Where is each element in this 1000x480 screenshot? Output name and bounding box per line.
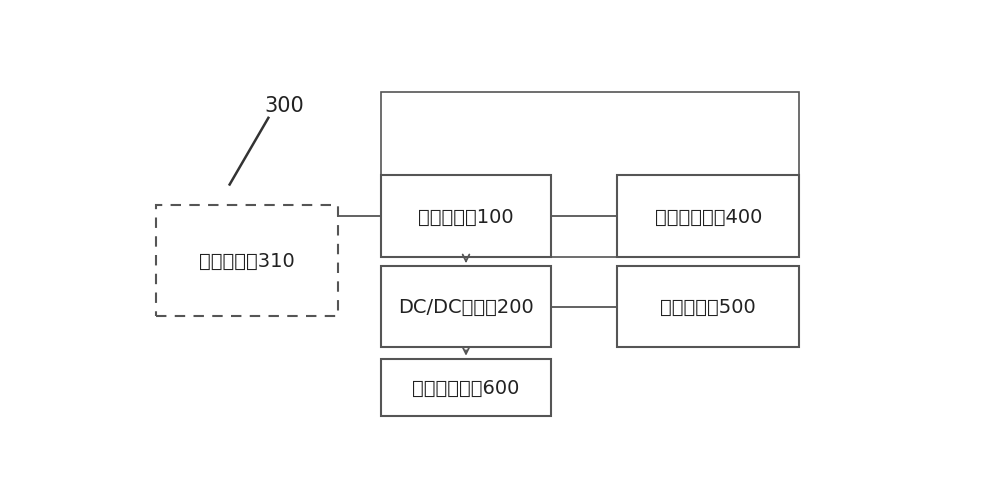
Bar xyxy=(617,266,799,348)
Text: 电池管理器310: 电池管理器310 xyxy=(199,252,295,270)
Bar xyxy=(381,266,551,348)
Text: 300: 300 xyxy=(264,96,304,116)
Text: DC/DC变换器200: DC/DC变换器200 xyxy=(398,298,534,317)
Bar xyxy=(617,176,799,257)
Bar xyxy=(381,359,551,416)
Text: 高压电池系统600: 高压电池系统600 xyxy=(412,378,520,397)
Text: 车身控制单元400: 车身控制单元400 xyxy=(654,207,762,226)
Bar xyxy=(381,176,551,257)
Bar xyxy=(381,93,799,257)
Text: 整车控制器100: 整车控制器100 xyxy=(418,207,514,226)
Text: 低压蓄电池500: 低压蓄电池500 xyxy=(660,298,756,317)
Bar xyxy=(156,205,338,316)
